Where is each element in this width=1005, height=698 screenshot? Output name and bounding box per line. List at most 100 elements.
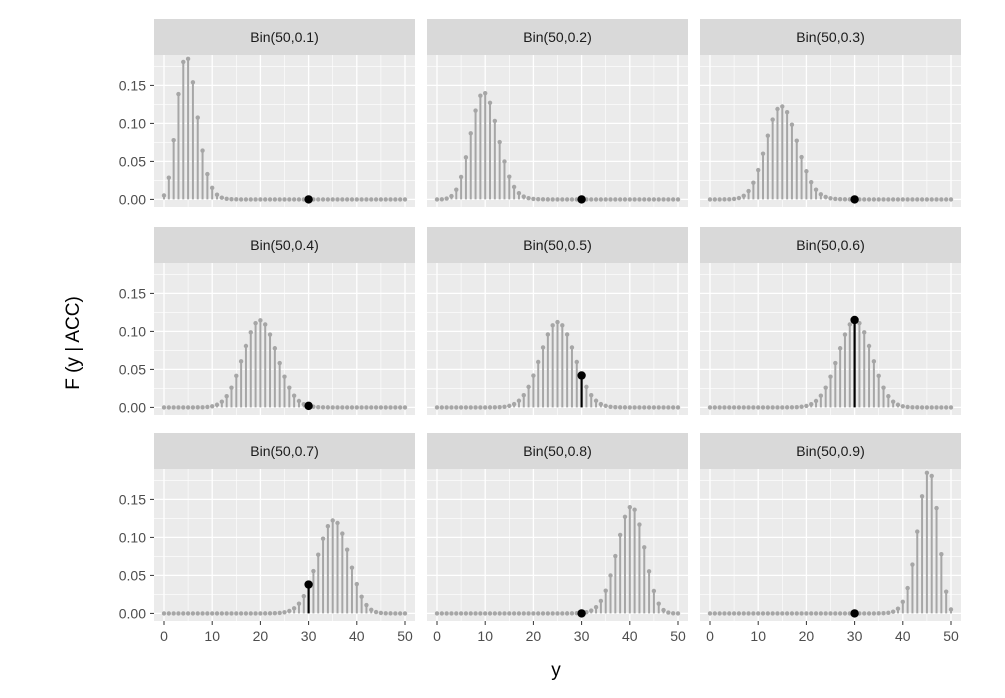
pmf-point [871, 611, 877, 616]
pmf-point [569, 611, 575, 616]
pmf-point [905, 404, 910, 410]
pmf-point [741, 611, 746, 616]
pmf-point [468, 611, 473, 616]
x-tick-label: 10 [750, 628, 766, 644]
pmf-point [560, 323, 565, 328]
pmf-point [722, 405, 727, 410]
pmf-point [497, 611, 502, 616]
pmf-point [727, 405, 732, 410]
pmf-point [813, 398, 819, 404]
pmf-point [545, 611, 551, 616]
pmf-point [229, 385, 234, 390]
pmf-point [707, 611, 713, 616]
pmf-point [282, 374, 287, 379]
pmf-point [458, 405, 464, 410]
pmf-point [905, 197, 910, 202]
pmf-point [492, 611, 498, 616]
pmf-point [316, 552, 321, 557]
pmf-point [468, 405, 473, 410]
pmf-point [214, 611, 220, 616]
pmf-point [214, 402, 220, 407]
pmf-point [444, 405, 449, 410]
pmf-point [277, 610, 282, 616]
observed-point [577, 371, 586, 380]
pmf-point [794, 138, 799, 143]
pmf-point [637, 197, 642, 202]
facet-strip-label: Bin(50,0.4) [250, 237, 318, 253]
pmf-point [344, 405, 350, 410]
pmf-point [205, 404, 210, 410]
pmf-point [799, 404, 804, 409]
pmf-point [646, 569, 652, 574]
pmf-point [219, 399, 225, 404]
pmf-point [253, 611, 258, 616]
pmf-point [531, 196, 536, 202]
pmf-point [263, 197, 268, 202]
pmf-point [617, 197, 623, 202]
x-tick-label: 20 [799, 628, 815, 644]
x-axis-title: y [551, 660, 561, 681]
pmf-point [756, 611, 761, 616]
pmf-point [593, 398, 599, 403]
pmf-point [161, 193, 167, 198]
pmf-point [717, 197, 722, 202]
pmf-point [238, 611, 244, 616]
pmf-point [608, 404, 613, 409]
pmf-point [651, 588, 657, 594]
pmf-point [383, 197, 388, 202]
pmf-point [393, 197, 398, 202]
pmf-point [296, 601, 302, 606]
pmf-point [603, 588, 608, 593]
pmf-point [439, 611, 445, 616]
pmf-point [463, 611, 469, 616]
pmf-point [219, 611, 225, 616]
pmf-point [862, 611, 867, 616]
pmf-point [842, 197, 848, 202]
pmf-point [560, 611, 565, 616]
pmf-point [316, 404, 321, 410]
x-tick-label: 30 [301, 628, 317, 644]
x-tick-label: 40 [349, 628, 365, 644]
pmf-point [569, 345, 575, 350]
pmf-point [458, 611, 464, 616]
pmf-point [900, 599, 905, 605]
pmf-point [296, 398, 302, 404]
pmf-point [789, 122, 795, 127]
pmf-point [886, 610, 891, 616]
pmf-point [449, 611, 454, 616]
pmf-point [171, 405, 176, 410]
pmf-point [487, 611, 493, 616]
pmf-point [593, 604, 599, 610]
pmf-point [564, 611, 570, 616]
pmf-point [243, 197, 249, 202]
pmf-point [741, 193, 746, 198]
pmf-point [176, 611, 181, 616]
pmf-point [632, 507, 637, 512]
pmf-point [454, 187, 459, 192]
pmf-point [397, 611, 403, 616]
pmf-point [364, 602, 369, 608]
y-tick-label: 0.05 [119, 361, 146, 377]
pmf-point [502, 159, 507, 164]
x-tick-label: 0 [433, 628, 441, 644]
pmf-point [895, 402, 901, 407]
pmf-point [833, 360, 838, 366]
pmf-point [291, 197, 297, 202]
pmf-point [799, 154, 804, 160]
pmf-point [915, 197, 920, 202]
pmf-point [458, 174, 464, 180]
pmf-point [637, 405, 642, 410]
pmf-point [646, 405, 652, 410]
pmf-point [789, 405, 795, 410]
pmf-point [210, 185, 215, 191]
pmf-point [784, 611, 790, 616]
pmf-point [439, 405, 445, 410]
pmf-point [910, 562, 915, 567]
pmf-point [939, 551, 944, 557]
pmf-point [862, 330, 867, 335]
pmf-point [483, 405, 488, 410]
pmf-point [224, 611, 229, 616]
pmf-point [200, 611, 205, 616]
pmf-point [642, 197, 647, 202]
